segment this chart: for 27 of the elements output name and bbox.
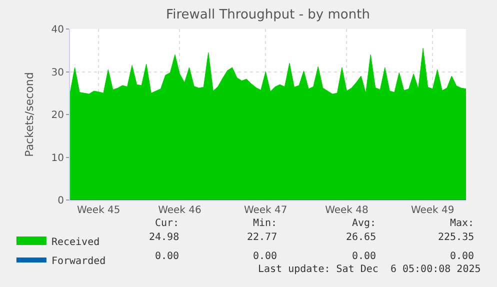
y-tick-label: 30 [51,67,64,78]
y-tick-label: 0 [58,196,64,206]
legend-label: Forwarded [51,256,106,267]
y-axis-title: Packets/second [22,72,36,157]
y-tick-label: 40 [51,24,64,36]
x-tick-label: Week 49 [410,205,454,216]
text: 0.00 [253,251,278,262]
x-tick-label: Week 47 [244,205,288,216]
y-tick-label: 20 [51,110,64,121]
text: 22.77 [247,232,278,243]
text: Last update: Sat Dec 6 05:00:08 2025 [258,264,481,275]
text: 225.35 [438,232,474,243]
y-tick-label: 10 [51,152,64,164]
x-tick-label: Week 45 [76,205,120,216]
text: Avg: [352,218,376,229]
text: Max: [450,218,474,229]
text: 0.00 [352,251,376,262]
text: Min: [253,218,278,229]
chart-title: Firewall Throughput - by month [166,8,370,23]
text: 0.00 [155,251,180,262]
text: 0.00 [450,251,474,262]
x-tick-label: Week 48 [325,205,368,216]
legend-label: Received [51,236,100,248]
x-tick-label: Week 46 [158,205,202,216]
text: 24.98 [149,232,180,243]
text: Cur: [155,218,180,229]
text: 26.65 [346,232,376,243]
